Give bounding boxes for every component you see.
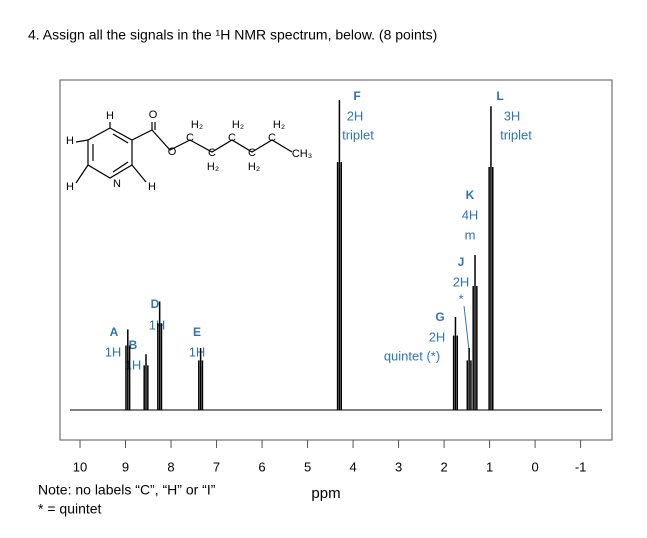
peak-label: B	[129, 338, 138, 352]
arrow	[463, 305, 470, 351]
atom: N	[113, 178, 121, 190]
atom: H₂	[207, 161, 219, 173]
multiplicity: triplet	[342, 127, 374, 142]
atom: O	[168, 146, 177, 158]
multiplicity: m	[465, 227, 476, 242]
integration: 2H	[429, 329, 446, 344]
multiplicity: quintet (*)	[384, 348, 440, 363]
spectrum-frame	[59, 79, 613, 441]
atom: H	[66, 181, 74, 193]
atom: CH₃	[292, 148, 312, 160]
x-tick-label: 6	[258, 459, 265, 474]
x-tick-label: 5	[304, 459, 311, 474]
x-tick-label: 7	[213, 459, 220, 474]
atom: C	[268, 132, 276, 144]
atom: H₂	[248, 161, 260, 173]
peak-label: K	[466, 188, 475, 202]
question: 4. Assign all the signals in the ¹H NMR …	[28, 27, 437, 43]
peak-label: D	[151, 297, 160, 311]
integration: 3H	[504, 108, 521, 123]
atom: H	[66, 135, 74, 147]
atom: H₂	[191, 119, 203, 131]
integration: 2H	[347, 108, 364, 123]
x-tick-label: 9	[122, 459, 129, 474]
atom: H₂	[232, 119, 244, 131]
annotations: F 2H triplet L 3H triplet K 4H m J 2H * …	[105, 89, 533, 372]
integration: 1H	[105, 344, 122, 359]
x-tick-label: 1	[486, 459, 493, 474]
peak-label: J	[458, 255, 465, 269]
molecule-bonds	[75, 122, 293, 184]
peak-label: E	[193, 325, 201, 339]
note: Note: no labels “C”, “H” or “I”	[38, 482, 216, 498]
peak-label: L	[496, 89, 503, 103]
atom: H	[106, 110, 114, 122]
integration: 2H	[453, 274, 470, 289]
multiplicity: triplet	[500, 127, 532, 142]
peak-label: A	[110, 325, 119, 339]
x-tick-label: 3	[395, 459, 402, 474]
integration: 1H	[189, 344, 206, 359]
x-tick-label: 8	[167, 459, 174, 474]
x-axis-label: ppm	[311, 485, 340, 502]
atom: H₂	[273, 119, 285, 131]
peak-label: G	[435, 310, 444, 324]
x-tick-label: -1	[575, 459, 587, 474]
x-tick-label: 2	[440, 459, 447, 474]
atom: O	[149, 109, 158, 121]
x-tick-label: 10	[73, 459, 87, 474]
atom: C	[208, 147, 216, 159]
x-tick-label: 4	[349, 459, 356, 474]
atom: C	[228, 132, 236, 144]
multiplicity: *	[458, 291, 463, 306]
integration: 1H	[149, 317, 166, 332]
peak-label: F	[353, 89, 360, 103]
note: * = quintet	[38, 501, 102, 517]
integration: 1H	[125, 357, 142, 372]
integration: 4H	[462, 207, 479, 222]
atom: C	[186, 132, 194, 144]
x-tick-label: 0	[531, 459, 538, 474]
atom-labels: H O H H N H O C H₂ C H₂ C H₂ C H₂ C H₂ C…	[66, 109, 312, 193]
atom: C	[248, 147, 256, 159]
atom: H	[148, 181, 156, 193]
